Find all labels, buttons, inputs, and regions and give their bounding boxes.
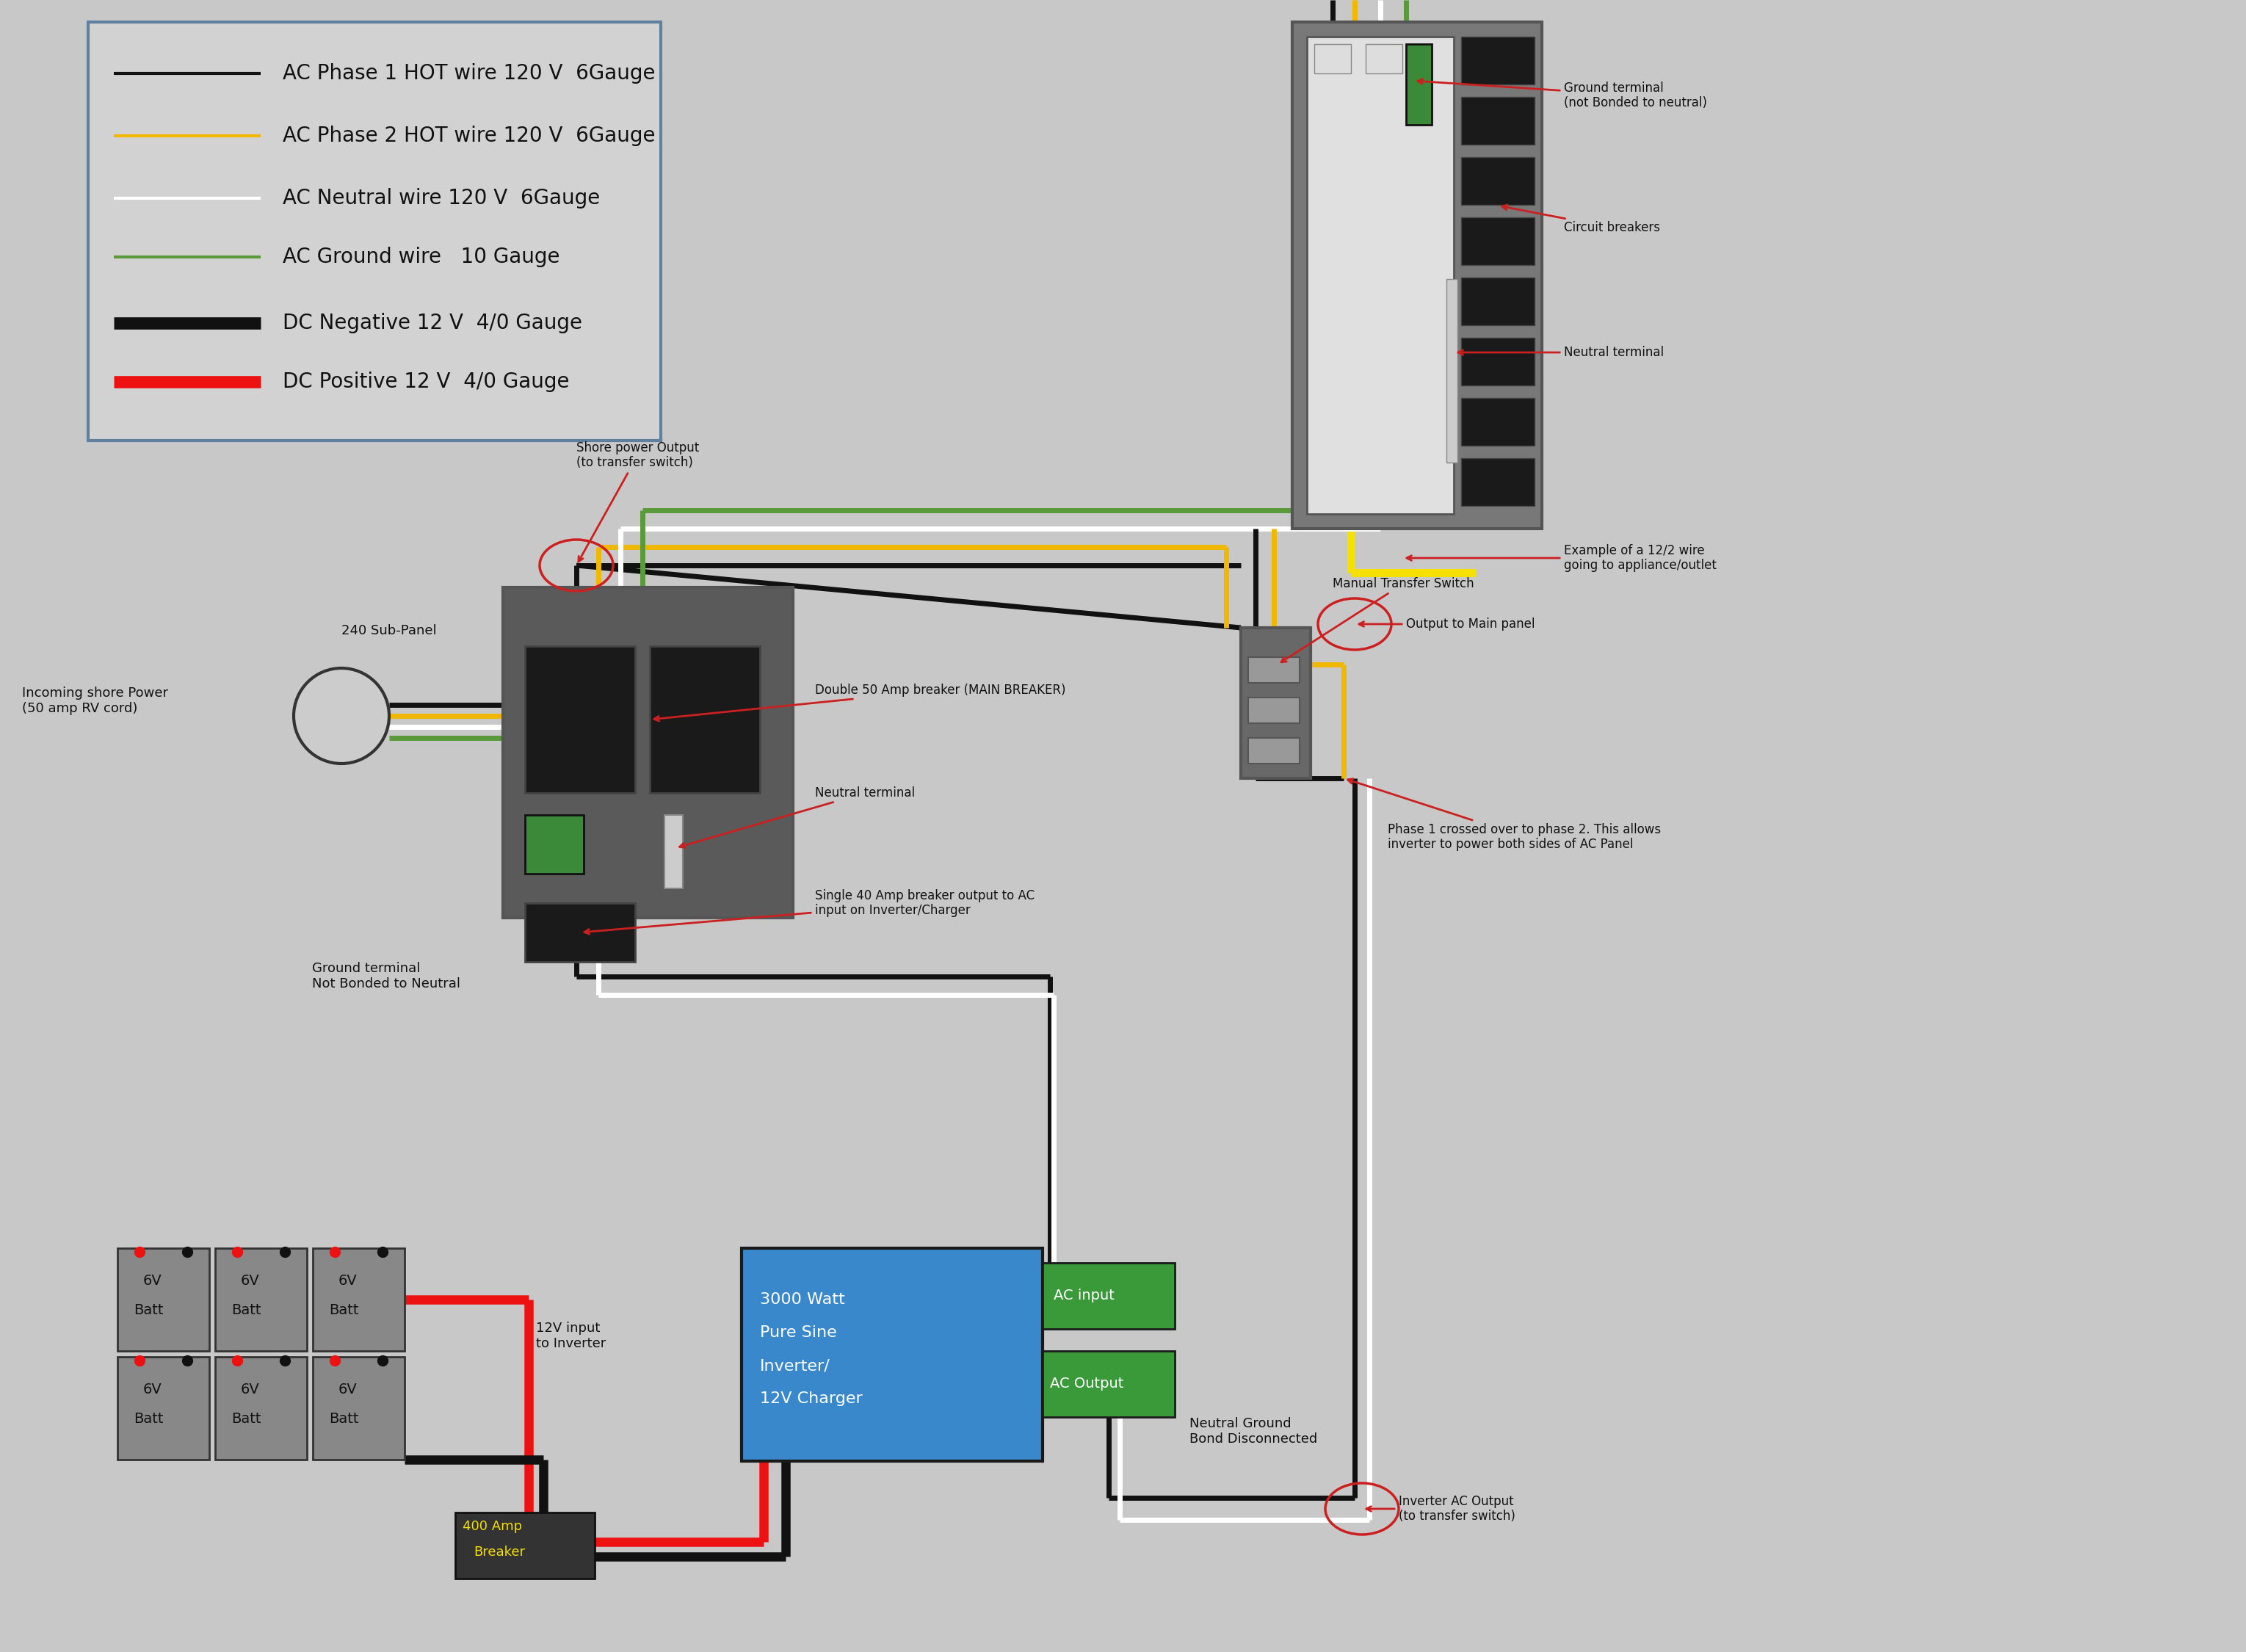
Bar (1240, 628, 1312, 778)
Text: 240 Sub-Panel: 240 Sub-Panel (341, 624, 436, 638)
Bar (117, 1249, 209, 1351)
Text: Phase 1 crossed over to phase 2. This allows
inverter to power both sides of AC : Phase 1 crossed over to phase 2. This al… (1348, 778, 1660, 851)
Text: 6V: 6V (240, 1383, 261, 1396)
Bar (1462, 337, 1534, 385)
Bar (1446, 279, 1458, 463)
Bar (88, 21, 660, 441)
Bar (1307, 36, 1453, 514)
Bar (312, 1356, 404, 1460)
Circle shape (294, 667, 389, 763)
Bar (456, 1513, 595, 1579)
Bar (503, 588, 793, 919)
Bar (1462, 218, 1534, 264)
Bar (216, 1249, 308, 1351)
Text: Inverter/: Inverter/ (759, 1358, 831, 1373)
Text: AC Neutral wire 120 V  6Gauge: AC Neutral wire 120 V 6Gauge (283, 188, 600, 208)
Bar (1462, 458, 1534, 506)
Text: 400 Amp: 400 Amp (463, 1520, 521, 1533)
Bar (526, 904, 636, 961)
Text: AC Phase 2 HOT wire 120 V  6Gauge: AC Phase 2 HOT wire 120 V 6Gauge (283, 126, 656, 145)
Text: Batt: Batt (328, 1412, 359, 1426)
Text: Batt: Batt (231, 1303, 261, 1317)
Text: Ground terminal
(not Bonded to neutral): Ground terminal (not Bonded to neutral) (1417, 79, 1707, 109)
Text: Inverter AC Output
(to transfer switch): Inverter AC Output (to transfer switch) (1366, 1495, 1516, 1523)
Bar (1462, 278, 1534, 325)
Bar (312, 1249, 404, 1351)
Text: 6V: 6V (240, 1274, 261, 1289)
Bar (665, 814, 683, 889)
Text: Pure Sine: Pure Sine (759, 1325, 838, 1340)
Bar (649, 646, 759, 793)
Text: AC Ground wire   10 Gauge: AC Ground wire 10 Gauge (283, 246, 559, 268)
Text: AC Phase 1 HOT wire 120 V  6Gauge: AC Phase 1 HOT wire 120 V 6Gauge (283, 63, 656, 84)
Text: 6V: 6V (339, 1274, 357, 1289)
Text: 12V input
to Inverter: 12V input to Inverter (537, 1322, 606, 1350)
Text: 6V: 6V (144, 1274, 162, 1289)
Bar (526, 814, 584, 874)
Text: 12V Charger: 12V Charger (759, 1391, 862, 1406)
Bar (1042, 1351, 1175, 1417)
Text: Double 50 Amp breaker (MAIN BREAKER): Double 50 Amp breaker (MAIN BREAKER) (654, 684, 1067, 720)
Bar (1249, 738, 1300, 763)
Text: Example of a 12/2 wire
going to appliance/outlet: Example of a 12/2 wire going to applianc… (1406, 544, 1716, 572)
Bar (1249, 697, 1300, 724)
Text: 3000 Watt: 3000 Watt (759, 1292, 844, 1307)
Text: AC input: AC input (1053, 1289, 1114, 1303)
Text: Neutral Ground
Bond Disconnected: Neutral Ground Bond Disconnected (1190, 1417, 1318, 1446)
Text: Batt: Batt (133, 1412, 164, 1426)
Text: 6V: 6V (339, 1383, 357, 1396)
Bar (1314, 45, 1352, 73)
Bar (1462, 36, 1534, 84)
Bar (216, 1356, 308, 1460)
Text: Batt: Batt (231, 1412, 261, 1426)
Text: Ground terminal
Not Bonded to Neutral: Ground terminal Not Bonded to Neutral (312, 961, 460, 990)
Bar (1462, 398, 1534, 446)
Bar (1366, 45, 1402, 73)
Bar (1042, 1262, 1175, 1328)
Text: AC Output: AC Output (1049, 1378, 1123, 1391)
Text: DC Positive 12 V  4/0 Gauge: DC Positive 12 V 4/0 Gauge (283, 372, 570, 392)
Text: Breaker: Breaker (474, 1546, 526, 1559)
Bar (1249, 657, 1300, 682)
Text: Incoming shore Power
(50 amp RV cord): Incoming shore Power (50 amp RV cord) (22, 687, 168, 715)
Text: Batt: Batt (133, 1303, 164, 1317)
Text: Shore power Output
(to transfer switch): Shore power Output (to transfer switch) (577, 441, 699, 562)
Text: 6V: 6V (144, 1383, 162, 1396)
Text: DC Negative 12 V  4/0 Gauge: DC Negative 12 V 4/0 Gauge (283, 312, 582, 334)
Bar (117, 1356, 209, 1460)
Text: Output to Main panel: Output to Main panel (1359, 618, 1534, 631)
Bar (1462, 97, 1534, 145)
Bar (526, 646, 636, 793)
Text: Single 40 Amp breaker output to AC
input on Inverter/Charger: Single 40 Amp breaker output to AC input… (584, 889, 1035, 933)
Bar (1406, 45, 1431, 126)
Text: Neutral terminal: Neutral terminal (681, 786, 914, 847)
Bar (741, 1249, 1042, 1460)
Text: Neutral terminal: Neutral terminal (1458, 345, 1664, 358)
Bar (1462, 157, 1534, 205)
Text: Batt: Batt (328, 1303, 359, 1317)
Bar (1291, 21, 1541, 529)
Text: Circuit breakers: Circuit breakers (1503, 205, 1660, 235)
Text: Manual Transfer Switch: Manual Transfer Switch (1280, 577, 1473, 662)
